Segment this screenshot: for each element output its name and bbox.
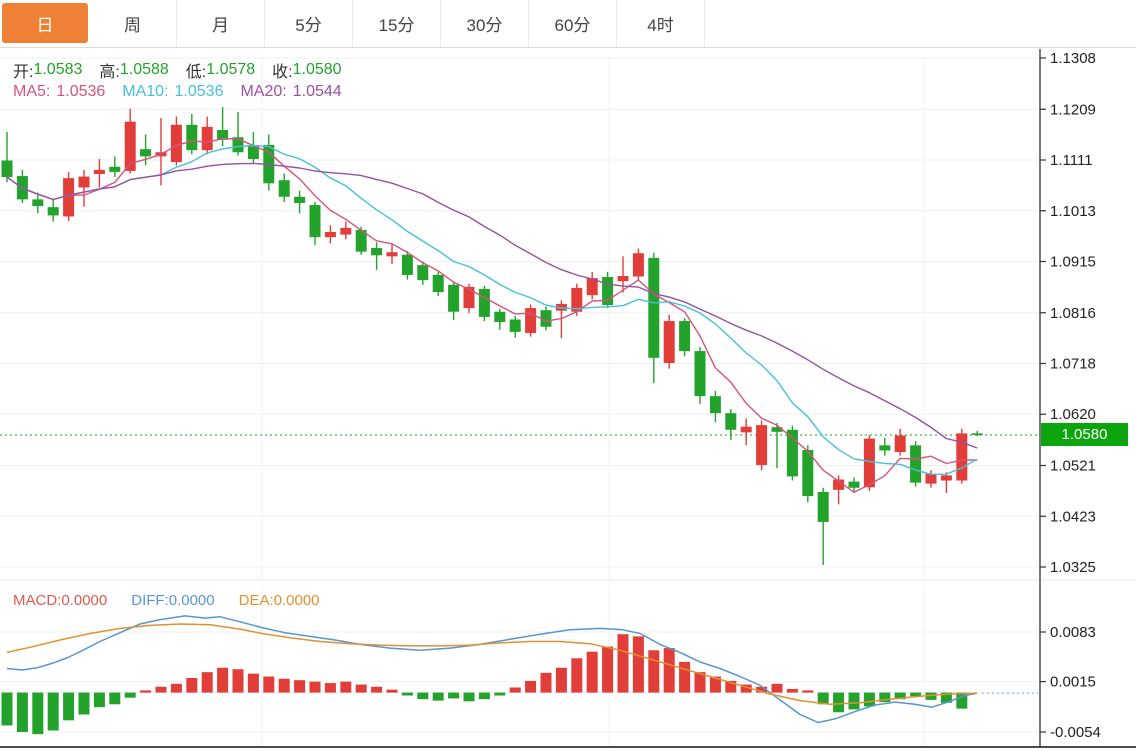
- high-label: 高:: [99, 64, 120, 81]
- tab-5分[interactable]: 5分: [265, 0, 353, 47]
- ma20-value: 1.0544: [292, 83, 342, 100]
- svg-text:1.1308: 1.1308: [1050, 50, 1096, 67]
- period-tab-bar: 日周月 5分 15分 30分 60分 4时: [0, 0, 1136, 48]
- svg-text:1.1209: 1.1209: [1050, 101, 1096, 118]
- tab-周[interactable]: 周: [89, 0, 177, 47]
- ma5-label: MA5:: [13, 83, 51, 100]
- ma10-label: MA10:: [122, 83, 169, 100]
- tab-60分[interactable]: 60分: [529, 0, 617, 47]
- ohlc-legend: 开: 1.0583 高: 1.0588 低: 1.0578 收: 1.0580: [13, 58, 342, 82]
- dea-value: 0.0000: [273, 592, 320, 609]
- high-value: 1.0588: [119, 61, 169, 78]
- tab-4时[interactable]: 4时: [617, 0, 705, 47]
- diff-label: DIFF:: [131, 592, 169, 609]
- candlestick-macd-canvas[interactable]: 1.1308 1.1209 1.1111 1.1013 1.0915 1.0816 1.07…: [0, 49, 1136, 751]
- low-label: 低:: [185, 64, 207, 81]
- svg-text:1.0816: 1.0816: [1050, 305, 1096, 322]
- open-value: 1.0583: [33, 61, 83, 78]
- svg-text:0.0015: 0.0015: [1050, 674, 1096, 691]
- macd-value: 0.0000: [61, 592, 108, 609]
- svg-text:1.0620: 1.0620: [1050, 406, 1096, 423]
- close-value: 1.0580: [292, 61, 342, 78]
- svg-text:1.1013: 1.1013: [1050, 203, 1096, 220]
- ma5-value: 1.0536: [56, 83, 106, 100]
- tab-月[interactable]: 月: [177, 0, 265, 47]
- svg-text:1.0521: 1.0521: [1050, 458, 1096, 475]
- dea-label: DEA:: [238, 592, 274, 609]
- ma20-label: MA20:: [240, 83, 287, 100]
- svg-text:1.0915: 1.0915: [1050, 253, 1096, 270]
- svg-text:-0.0054: -0.0054: [1050, 724, 1101, 741]
- ma-legend: MA5: 1.0536 MA10: 1.0536 MA20: 1.0544: [13, 83, 342, 101]
- tab-日[interactable]: 日: [2, 3, 88, 43]
- svg-text:1.1111: 1.1111: [1050, 152, 1093, 169]
- macd-legend: MACD: 0.0000 DIFF: 0.0000 DEA: 0.0000: [13, 592, 320, 609]
- svg-text:0.0083: 0.0083: [1050, 624, 1096, 641]
- svg-text:1.0423: 1.0423: [1050, 508, 1096, 525]
- diff-value: 0.0000: [168, 592, 215, 609]
- tab-15分[interactable]: 15分: [353, 0, 441, 47]
- ma10-value: 1.0536: [174, 83, 224, 100]
- svg-text:1.0718: 1.0718: [1050, 356, 1096, 373]
- low-value: 1.0578: [206, 61, 256, 78]
- candles-layer: [1, 107, 983, 565]
- current-price-tag: 1.0580: [1041, 423, 1128, 447]
- open-label: 开:: [13, 64, 34, 81]
- macd-histogram-layer: [1, 634, 968, 735]
- tab-30分[interactable]: 30分: [441, 0, 529, 47]
- svg-text:1.0325: 1.0325: [1050, 559, 1096, 576]
- close-label: 收:: [272, 64, 293, 81]
- macd-label: MACD:: [13, 592, 62, 609]
